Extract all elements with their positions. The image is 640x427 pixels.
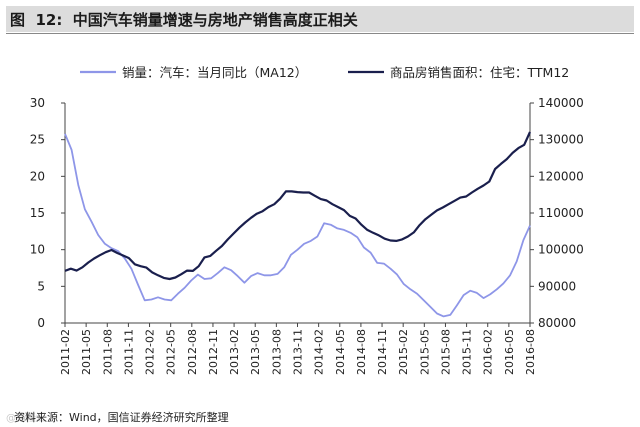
x-tick-label: 2014-11 xyxy=(376,329,389,375)
left-tick-label: 20 xyxy=(30,169,45,183)
left-tick-label: 30 xyxy=(30,96,45,110)
x-tick-label: 2016-02 xyxy=(482,329,495,375)
x-tick-label: 2013-11 xyxy=(292,329,305,375)
x-tick-label: 2011-11 xyxy=(122,329,135,375)
x-tick-label: 2012-02 xyxy=(144,329,157,375)
right-tick-label: 110000 xyxy=(538,206,584,220)
x-tick-label: 2014-08 xyxy=(355,329,368,375)
right-tick-label: 90000 xyxy=(538,279,576,293)
x-tick-label: 2014-02 xyxy=(313,329,326,375)
x-tick-label: 2014-05 xyxy=(334,329,347,375)
left-tick-label: 10 xyxy=(30,243,45,257)
x-tick-label: 2013-08 xyxy=(270,329,283,375)
legend-label-2: 商品房销售面积：住宅：TTM12 xyxy=(390,65,569,80)
figure-title: 图 12: 中国汽车销量增速与房地产销售高度正相关 xyxy=(10,10,358,29)
left-tick-label: 25 xyxy=(30,133,45,147)
right-tick-label: 80000 xyxy=(538,316,576,330)
x-tick-label: 2012-05 xyxy=(165,329,178,375)
x-tick-label: 2011-02 xyxy=(59,329,72,375)
right-tick-label: 100000 xyxy=(538,243,584,257)
left-tick-label: 5 xyxy=(37,279,45,293)
x-tick-label: 2013-02 xyxy=(228,329,241,375)
figure-title-bar: 图 12: 中国汽车销量增速与房地产销售高度正相关 xyxy=(6,6,634,32)
x-tick-label: 2015-11 xyxy=(461,329,474,375)
x-tick-label: 2011-05 xyxy=(80,329,93,375)
x-tick-label: 2013-05 xyxy=(249,329,262,375)
right-tick-label: 120000 xyxy=(538,169,584,183)
legend-label-1: 销量：汽车：当月同比（MA12） xyxy=(122,65,307,80)
left-tick-label: 15 xyxy=(30,206,45,220)
right-tick-label: 140000 xyxy=(538,96,584,110)
x-tick-label: 2015-05 xyxy=(418,329,431,375)
series-line-2 xyxy=(64,131,532,281)
watermark: @格隆汇 xyxy=(6,413,46,424)
x-tick-label: 2011-08 xyxy=(101,329,114,375)
source-note: 资料来源：Wind，国信证券经济研究所整理 xyxy=(14,411,229,424)
left-tick-label: 0 xyxy=(37,316,45,330)
x-tick-label: 2016-08 xyxy=(524,329,537,375)
x-tick-label: 2012-08 xyxy=(186,329,199,375)
x-tick-label: 2012-11 xyxy=(207,329,220,375)
x-tick-label: 2016-05 xyxy=(503,329,516,375)
x-tick-label: 2015-02 xyxy=(397,329,410,375)
x-tick-label: 2015-08 xyxy=(439,329,452,375)
series-line-1 xyxy=(64,133,531,318)
right-tick-label: 130000 xyxy=(538,133,584,147)
title-divider xyxy=(6,33,634,34)
